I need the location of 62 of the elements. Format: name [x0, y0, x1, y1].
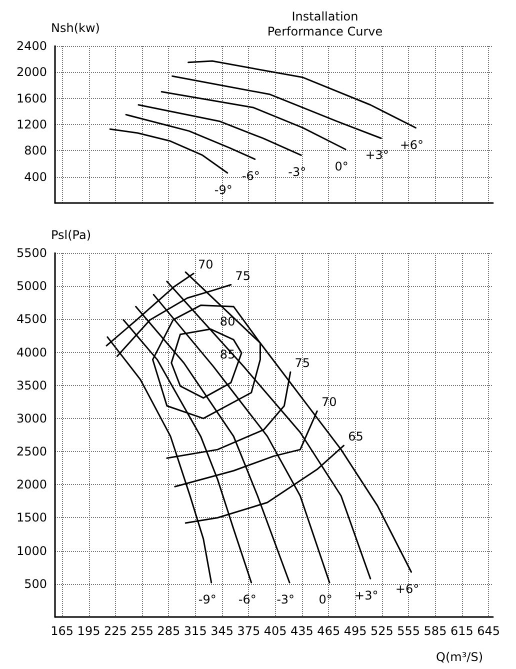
x-axis-title: Q(m³/S)	[436, 650, 483, 664]
text: 70	[321, 395, 337, 410]
y-tick-label: 2400	[16, 39, 47, 53]
x-tick-label: 435	[290, 624, 314, 638]
y-tick-label: 800	[24, 144, 47, 158]
series-label: -6°	[238, 592, 256, 607]
series-label: 75	[235, 268, 251, 283]
line-series	[160, 91, 346, 150]
y-tick-label: 3000	[16, 411, 47, 426]
x-tick-label: 405	[264, 624, 287, 638]
y-tick-label: 500	[24, 576, 47, 591]
y-tick-label: 1000	[16, 544, 47, 558]
series-label: 65	[348, 430, 364, 444]
series-label: -9°	[198, 592, 216, 607]
series-label: 80	[220, 314, 236, 329]
series-label: -6°	[242, 169, 260, 184]
text: 75	[294, 356, 310, 370]
line-series	[188, 60, 416, 129]
series-label: -9°	[214, 182, 232, 197]
y-tick-label: 1600	[16, 91, 47, 106]
series-label: -3°	[288, 165, 306, 180]
y-axis-title: Nsh(kw)	[51, 21, 100, 35]
series-label: +3°	[354, 588, 378, 603]
y-tick-label: 2500	[16, 444, 47, 459]
x-tick-label: 345	[210, 624, 234, 638]
x-tick-label: 255	[130, 624, 154, 638]
y-tick-label: 2000	[16, 478, 47, 492]
y-tick-label: 400	[24, 170, 47, 184]
series-label: +6°	[400, 138, 424, 152]
line-series	[138, 104, 302, 156]
x-tick-label: 285	[157, 624, 180, 638]
y-tick-label: 1500	[16, 510, 47, 525]
x-tick-label: 615	[450, 624, 474, 638]
y-tick-label: 5000	[16, 279, 47, 294]
x-tick-label: 525	[370, 624, 394, 638]
chart-title: Installation Performance Curve	[267, 10, 383, 38]
y-tick-label: 2000	[16, 65, 47, 80]
series-label: +3°	[365, 148, 389, 162]
series-label: 70	[198, 258, 214, 272]
x-tick-label: 225	[104, 624, 127, 638]
y-tick-label: 4000	[16, 345, 47, 360]
line-series	[109, 128, 228, 174]
y-tick-label: 4500	[16, 312, 47, 326]
series-label: 0°	[334, 159, 348, 174]
y-tick-label: 5500	[16, 246, 47, 260]
series-label: -3°	[276, 592, 295, 607]
x-tick-label: 645	[477, 624, 500, 638]
series-label: 0°	[318, 592, 332, 607]
x-tick-label: 495	[344, 624, 367, 638]
x-tick-label: 465	[317, 624, 340, 638]
line-series	[125, 114, 256, 160]
x-tick-label: 555	[397, 624, 420, 638]
x-tick-label: 195	[77, 624, 100, 638]
series-label: +6°	[395, 582, 420, 596]
y-axis-title: Psl(Pa)	[51, 228, 92, 242]
x-tick-label: 375	[237, 624, 260, 638]
line-series	[172, 75, 382, 139]
y-tick-label: 1200	[16, 118, 47, 132]
x-tick-label: 315	[184, 624, 207, 638]
x-tick-label: 585	[424, 624, 447, 638]
x-tick-label: 165	[50, 624, 74, 638]
y-tick-label: 3500	[16, 378, 47, 392]
